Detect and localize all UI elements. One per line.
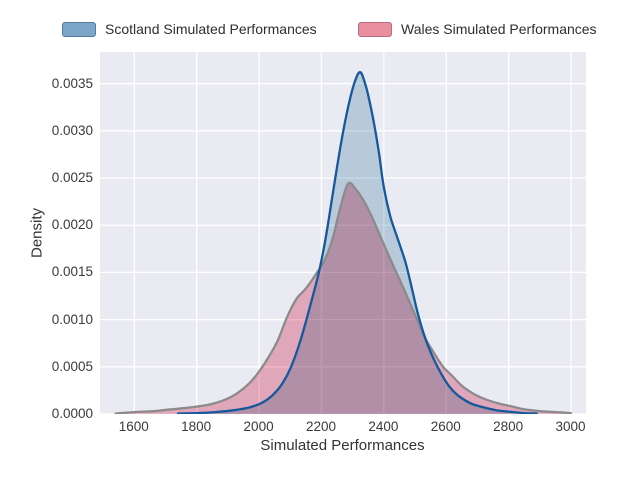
y-tick-label: 0.0030 — [51, 122, 93, 138]
y-tick-label: 0.0005 — [51, 358, 93, 374]
x-axis-label: Simulated Performances — [260, 437, 425, 454]
wales-density-fill — [115, 182, 571, 414]
wales-legend-label: Wales Simulated Performances — [401, 21, 597, 37]
y-tick-label: 0.0035 — [51, 75, 93, 91]
y-tick-label: 0.0010 — [51, 311, 93, 327]
wales-density-line — [113, 181, 572, 414]
wales-legend-swatch — [358, 21, 392, 37]
y-tick-label: 0.0025 — [51, 170, 93, 186]
x-tick-label: 1600 — [118, 419, 149, 434]
x-tick-label: 3000 — [555, 419, 586, 434]
x-tick-label: 2400 — [368, 419, 399, 434]
y-tick-label: 0.0020 — [51, 217, 93, 233]
x-tick-label: 2600 — [430, 419, 461, 434]
x-tick-label: 2000 — [243, 419, 274, 434]
y-tick-label: 0.0000 — [51, 406, 93, 421]
kde-chart-svg — [99, 52, 586, 414]
scotland-legend-swatch — [62, 21, 96, 37]
x-tick-label: 2800 — [493, 419, 524, 434]
x-tick-label: 1800 — [181, 419, 212, 434]
plot-area — [99, 52, 586, 414]
legend-entry-wales: Wales Simulated Performances — [358, 20, 597, 38]
y-tick-label: 0.0015 — [51, 264, 93, 280]
scotland-density-line — [176, 71, 538, 414]
scotland-legend-label: Scotland Simulated Performances — [105, 21, 317, 37]
y-axis-label: Density — [28, 207, 46, 259]
x-tick-label: 2200 — [305, 419, 336, 434]
legend-entry-scotland: Scotland Simulated Performances — [62, 20, 317, 38]
